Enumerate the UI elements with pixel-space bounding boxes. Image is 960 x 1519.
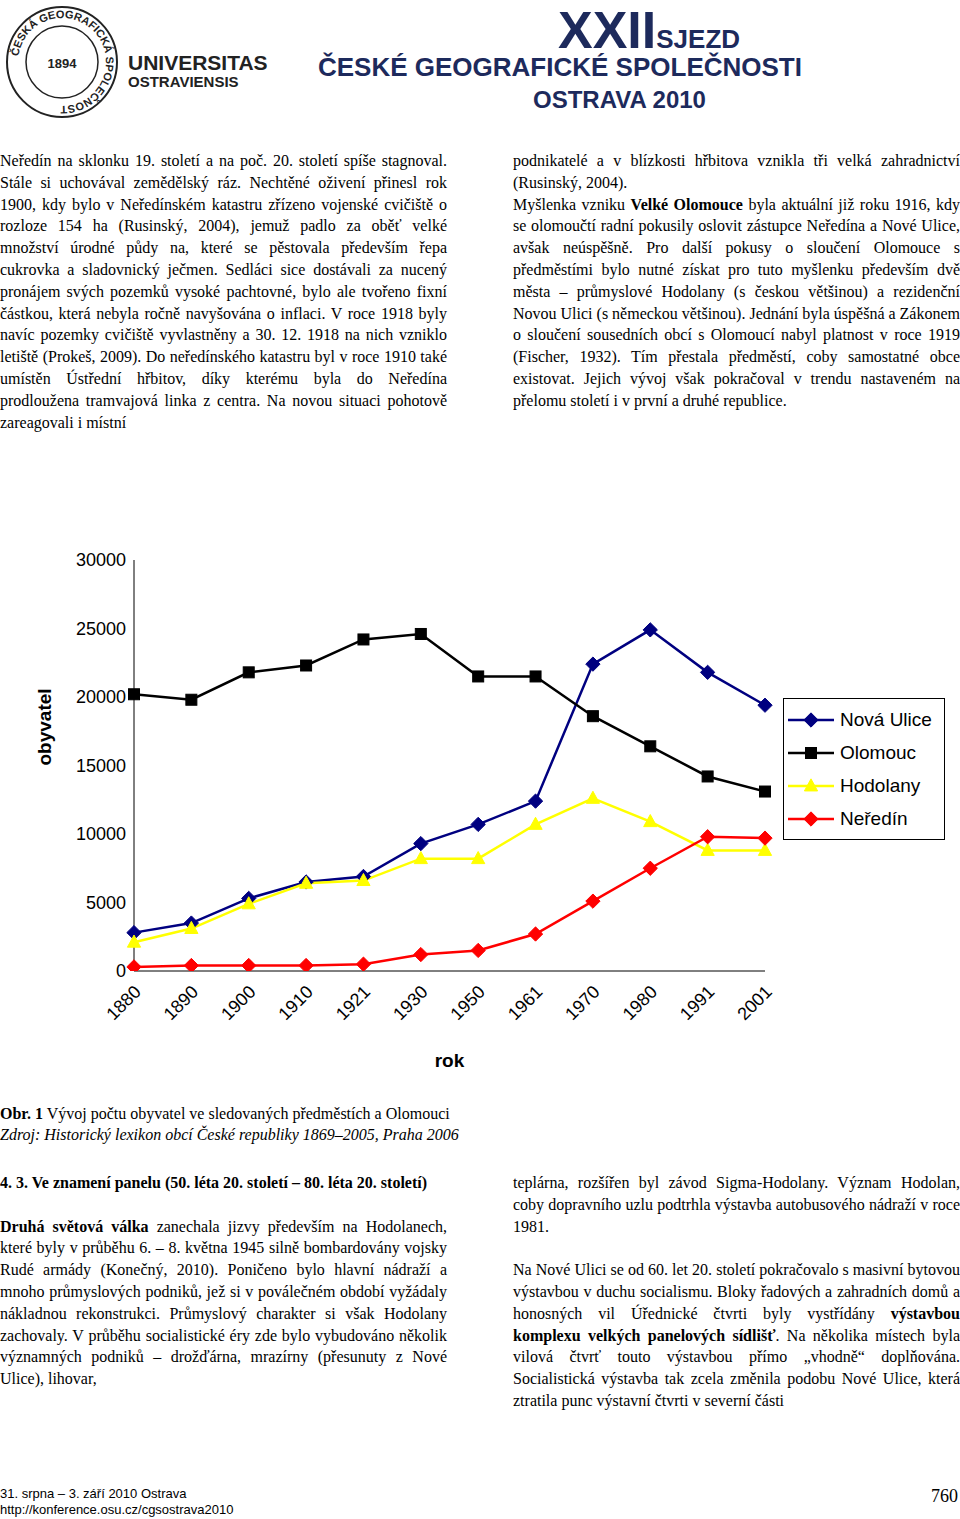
html-text:Druhá světová válka zanechala: Druhá světová válka zanechala jizvy před… xyxy=(0,1217,447,1388)
svg-text:25000: 25000 xyxy=(76,619,126,639)
svg-text:1991: 1991 xyxy=(676,982,718,1024)
html-text:http://konference.osu.cz/cgsos: http://konference.osu.cz/cgsostrava2010 xyxy=(0,1502,234,1517)
html-text:Hodolany: Hodolany xyxy=(840,774,921,796)
svg-text:1910: 1910 xyxy=(274,982,316,1024)
html-text:760: 760 xyxy=(931,1486,958,1506)
html-text:teplárna, rozšířen byl závod S: teplárna, rozšířen byl závod Sigma-Hodol… xyxy=(513,1174,960,1235)
html-text:4. 3. Ve znamení panelu (50. l: 4. 3. Ve znamení panelu (50. léta 20. st… xyxy=(0,1174,428,1191)
svg-text:5000: 5000 xyxy=(86,893,126,913)
svg-text:1894: 1894 xyxy=(48,56,78,71)
html-text:OSTRAVIENSIS: OSTRAVIENSIS xyxy=(128,73,239,90)
svg-text:20000: 20000 xyxy=(76,687,126,707)
svg-text:1921: 1921 xyxy=(332,982,374,1024)
svg-text:30000: 30000 xyxy=(76,550,126,570)
svg-text:1950: 1950 xyxy=(447,982,489,1024)
svg-text:obyvatel: obyvatel xyxy=(34,688,55,765)
html-text:UNIVERSITAS: UNIVERSITAS xyxy=(128,51,268,74)
svg-text:1961: 1961 xyxy=(504,982,546,1024)
svg-text:rok: rok xyxy=(435,1050,465,1071)
html-text:Nová Ulice: Nová Ulice xyxy=(840,708,932,730)
svg-text:10000: 10000 xyxy=(76,824,126,844)
html-text:Neředín: Neředín xyxy=(840,807,908,829)
svg-text:1930: 1930 xyxy=(389,982,431,1024)
html-text:Zdroj: Historický lexikon obcí: Zdroj: Historický lexikon obcí České rep… xyxy=(0,1126,459,1143)
svg-text:ČESKÁ GEOGRAFICKÁ SPOLEČNOST: ČESKÁ GEOGRAFICKÁ SPOLEČNOST xyxy=(8,8,116,116)
svg-text:0: 0 xyxy=(116,961,126,981)
html-text:podnikatelé a v blízkosti hřbi: podnikatelé a v blízkosti hřbitova vznik… xyxy=(513,152,960,191)
html-text:OSTRAVA 2010: OSTRAVA 2010 xyxy=(533,86,706,113)
svg-text:1970: 1970 xyxy=(561,982,603,1024)
html-text:ČESKÉ GEOGRAFICKÉ SPOLEČNOSTI: ČESKÉ GEOGRAFICKÉ SPOLEČNOSTI xyxy=(318,52,802,82)
html-text:31. srpna – 3. září 2010 Ostra: 31. srpna – 3. září 2010 Ostrava xyxy=(0,1486,187,1501)
svg-text:1880: 1880 xyxy=(102,982,144,1024)
html-text:Obr. 1 Vývoj počtu obyvatel ve: Obr. 1 Vývoj počtu obyvatel ve sledovaný… xyxy=(0,1105,450,1122)
svg-text:1890: 1890 xyxy=(160,982,202,1024)
html-text:Na Nové Ulici se od 60. let 20: Na Nové Ulici se od 60. let 20. století … xyxy=(513,1261,960,1409)
svg-text:1980: 1980 xyxy=(619,982,661,1024)
svg-text:15000: 15000 xyxy=(76,756,126,776)
html-text:Neředín na sklonku 19. století: Neředín na sklonku 19. století a na poč.… xyxy=(0,152,447,431)
svg-text:2001: 2001 xyxy=(733,982,775,1024)
svg-text:1900: 1900 xyxy=(217,982,259,1024)
html-text:Olomouc: Olomouc xyxy=(840,741,916,763)
html-text:XXIISJEZD: XXIISJEZD xyxy=(558,1,741,59)
html-text:Myšlenka vzniku Velké Olomouce: Myšlenka vzniku Velké Olomouce byla aktu… xyxy=(513,195,960,409)
